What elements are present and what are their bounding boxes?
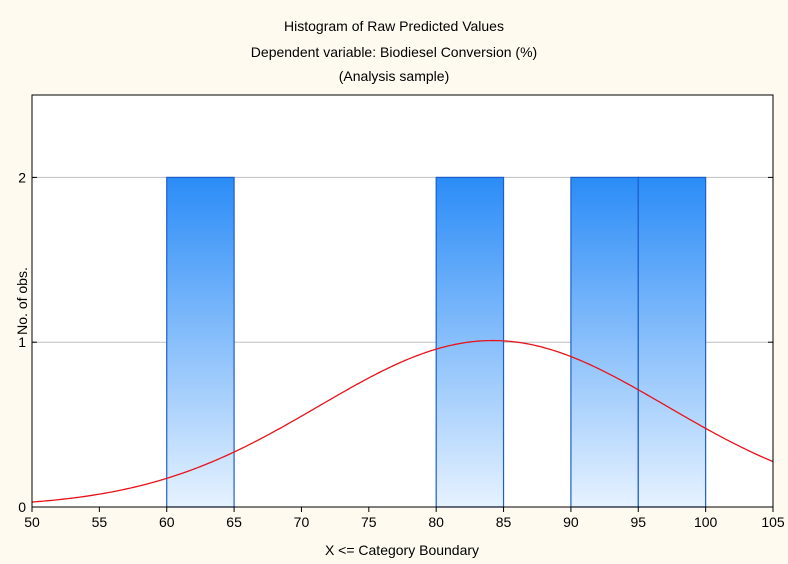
x-tick-label: 95: [630, 514, 646, 530]
x-axis: 50 55 60 65 70 75 80 85 90 95 100 105: [24, 507, 785, 530]
y-tick-label: 2: [18, 169, 26, 185]
histogram-bar: [570, 176, 639, 508]
y-axis-label: No. of obs.: [14, 267, 30, 335]
y-axis: 0 1 2: [18, 169, 773, 515]
x-tick-label: 65: [226, 514, 242, 530]
x-tick-label: 60: [159, 514, 175, 530]
x-tick-label: 70: [294, 514, 310, 530]
x-tick-label: 55: [92, 514, 108, 530]
chart-subtitle-2: (Analysis sample): [338, 68, 450, 84]
x-tick-label: 80: [428, 514, 444, 530]
plot-border: [31, 94, 774, 508]
histogram-bar: [166, 176, 235, 508]
x-tick-label: 105: [761, 514, 785, 530]
histogram-bar: [637, 176, 707, 508]
x-tick-label: 85: [496, 514, 512, 530]
x-tick-label: 50: [24, 514, 40, 530]
chart-title: Histogram of Raw Predicted Values: [284, 18, 504, 34]
normal-curve-group: [32, 339, 773, 503]
y-tick-label: 1: [18, 334, 26, 350]
x-tick-label: 75: [361, 514, 377, 530]
x-tick-label: 100: [694, 514, 718, 530]
normal-curve: [32, 339, 773, 503]
chart-subtitle: Dependent variable: Biodiesel Conversion…: [250, 44, 538, 60]
x-tick-label: 90: [563, 514, 579, 530]
x-axis-label: X <= Category Boundary: [325, 542, 479, 558]
y-tick-label: 0: [18, 499, 26, 515]
